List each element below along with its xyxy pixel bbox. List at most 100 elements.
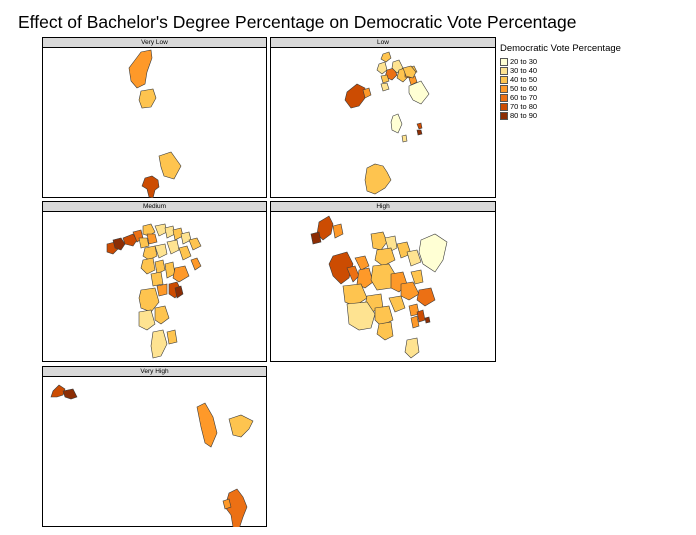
region [342, 283, 368, 307]
region [154, 243, 168, 259]
legend-entry: 50 to 60 [500, 84, 621, 93]
facet-panel-low: Low [270, 37, 496, 198]
region [416, 287, 436, 307]
region [146, 233, 158, 245]
region [166, 329, 178, 345]
region [140, 257, 156, 275]
legend-swatch [500, 93, 508, 102]
legend-swatch [500, 66, 508, 75]
region [406, 249, 422, 267]
legend-label: 70 to 80 [510, 102, 538, 111]
region [364, 163, 392, 195]
region [402, 65, 417, 79]
region [166, 239, 180, 255]
region [228, 414, 254, 438]
region [370, 231, 388, 251]
region [374, 247, 396, 267]
region [158, 151, 182, 180]
legend-entry: 60 to 70 [500, 93, 621, 102]
facet-panel-high: High [270, 201, 496, 362]
region [401, 134, 408, 143]
legend-swatch [500, 75, 508, 84]
region [344, 83, 366, 109]
region [310, 231, 322, 245]
facet-label: High [271, 202, 495, 212]
region [196, 402, 218, 448]
legend-entry: 20 to 30 [500, 57, 621, 66]
facet-panel-very-low: Very Low [42, 37, 267, 198]
region [424, 316, 431, 324]
facet-map [344, 51, 430, 195]
region [128, 49, 153, 89]
legend-swatch [500, 111, 508, 120]
region [174, 285, 184, 299]
legend-label: 80 to 90 [510, 111, 538, 120]
region [188, 237, 202, 251]
legend-label: 30 to 40 [510, 66, 538, 75]
region [62, 388, 78, 400]
legend-items: 20 to 30 30 to 40 40 to 50 50 to 60 60 to 70… [500, 57, 621, 120]
region [400, 281, 420, 301]
region [50, 384, 66, 398]
legend-swatch [500, 57, 508, 66]
region [178, 245, 192, 261]
legend-label: 60 to 70 [510, 93, 538, 102]
facet-map [106, 223, 202, 359]
region [122, 233, 138, 247]
facet-label: Medium [43, 202, 266, 212]
facet-map [50, 384, 254, 527]
map-title: Effect of Bachelor's Degree Percentage o… [18, 12, 577, 32]
region [328, 251, 354, 285]
facet-panel-medium: Medium [42, 201, 267, 362]
facet-map [128, 49, 182, 198]
facet-label: Low [271, 38, 495, 48]
region [376, 321, 394, 341]
region [180, 231, 192, 245]
legend-title: Democratic Vote Percentage [500, 43, 621, 54]
region [380, 82, 390, 92]
legend-label: 50 to 60 [510, 84, 538, 93]
region [362, 87, 372, 99]
region [408, 80, 430, 105]
region [418, 233, 448, 273]
region [384, 235, 398, 253]
legend-entry: 80 to 90 [500, 111, 621, 120]
facet-panel-very-high: Very High [42, 366, 267, 527]
legend-label: 20 to 30 [510, 57, 538, 66]
legend-entry: 70 to 80 [500, 102, 621, 111]
region [388, 295, 406, 313]
region [416, 129, 423, 136]
legend-swatch [500, 84, 508, 93]
region [332, 223, 344, 239]
region [150, 329, 168, 359]
region [410, 315, 420, 329]
region [416, 122, 423, 130]
facet-map [310, 215, 448, 359]
region [142, 245, 158, 261]
region [356, 267, 374, 289]
region [138, 88, 157, 109]
region [380, 74, 390, 84]
legend: Democratic Vote Percentage 20 to 30 30 to… [500, 43, 621, 120]
region [224, 488, 248, 527]
region [138, 237, 150, 249]
region [141, 175, 160, 198]
region [354, 255, 370, 271]
region [416, 309, 426, 323]
region [376, 61, 388, 75]
region [390, 113, 403, 134]
region [112, 237, 126, 251]
legend-entry: 30 to 40 [500, 66, 621, 75]
region [138, 309, 156, 331]
region [404, 337, 420, 359]
region [172, 265, 190, 283]
facet-label: Very High [43, 367, 266, 377]
facet-label: Very Low [43, 38, 266, 48]
region [380, 51, 392, 63]
legend-swatch [500, 102, 508, 111]
region [154, 305, 170, 325]
region [410, 269, 424, 285]
region [222, 498, 232, 510]
region [190, 257, 202, 271]
region [154, 259, 166, 275]
